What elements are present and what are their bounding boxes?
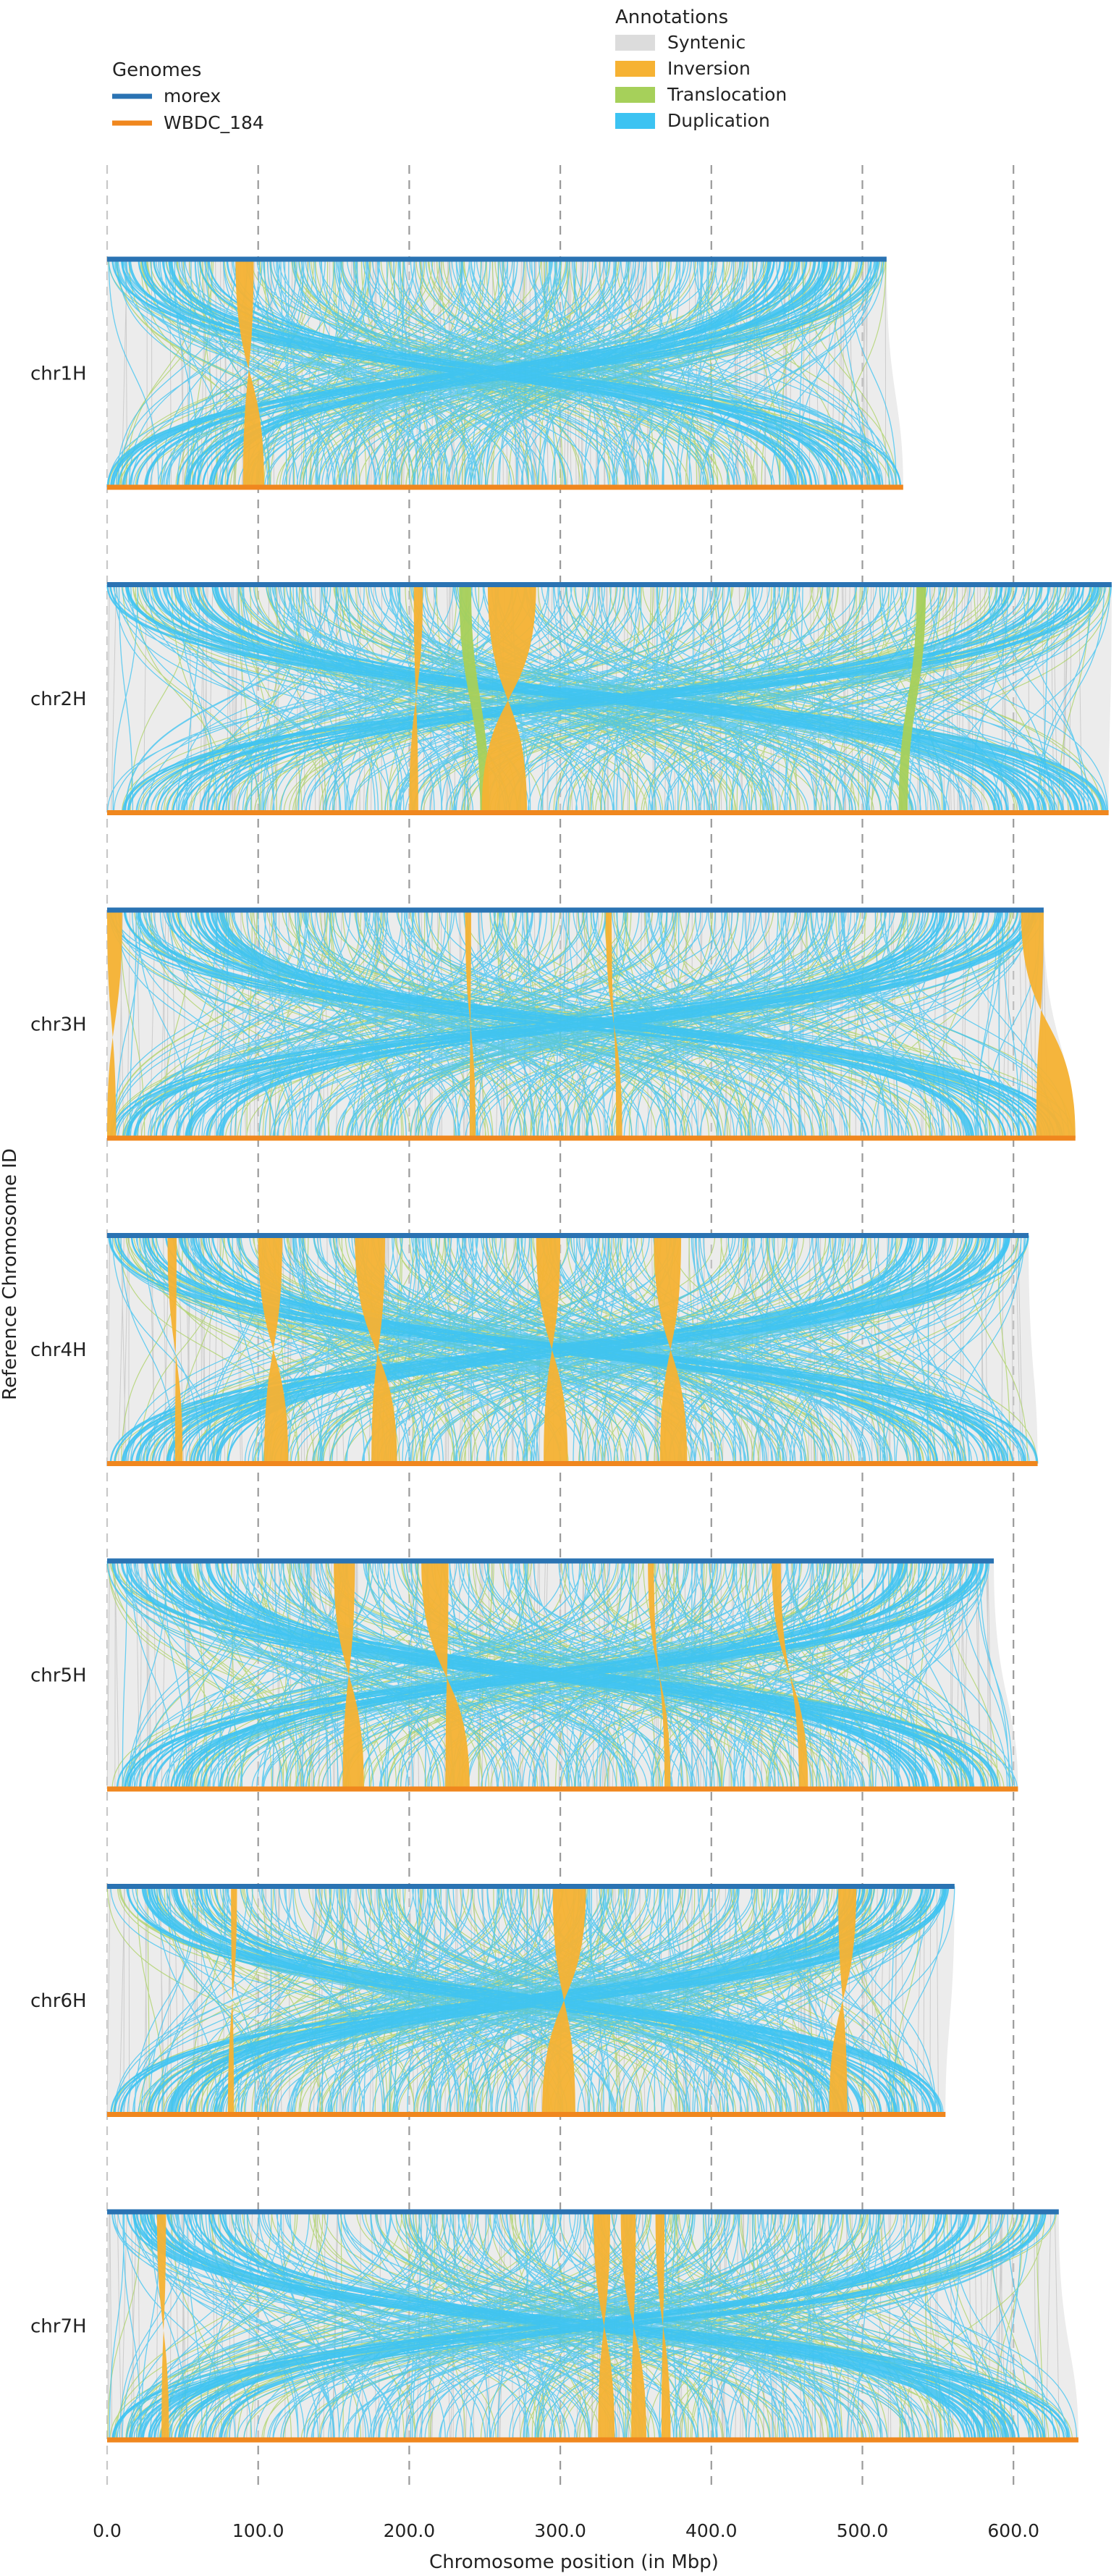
x-tick-label: 500.0: [837, 2520, 889, 2541]
chromosome-panel-chr7H: [107, 2211, 1078, 2441]
inversion-ribbon: [235, 259, 265, 487]
inversion-ribbon: [829, 1886, 857, 2115]
translocation-ribbon: [459, 584, 490, 813]
inversion-ribbon: [772, 1561, 808, 1789]
inversion-ribbon: [620, 2212, 647, 2440]
inversion-ribbon: [605, 910, 622, 1138]
chromosome-label: chr5H: [30, 1665, 87, 1687]
chromosome-panel-chr3H: [107, 909, 1076, 1139]
inversion-ribbon: [1021, 910, 1076, 1138]
chromosome-panel-chr1H: [106, 258, 903, 488]
inversion-ribbon: [536, 1235, 568, 1464]
annotations-legend: Annotations Syntenic Inversion Transloca…: [615, 7, 787, 131]
x-axis-label: Chromosome position (in Mbp): [429, 2551, 719, 2573]
x-tick-label: 100.0: [232, 2520, 284, 2541]
inversion-ribbon: [227, 1886, 237, 2115]
chromosome-tracks: chr1H chr2H chr3H chr4H chr5H chr6H chr7H: [30, 256, 1112, 2443]
duplication-alignments-long: [111, 1560, 1000, 1790]
chromosome-panel-chr5H: [106, 1560, 1018, 1790]
x-tick-label: 300.0: [534, 2520, 586, 2541]
chromosome-panel-chr2H: [106, 584, 1112, 813]
duplication-alignments: [106, 1560, 1018, 1790]
duplication-alignments-long: [106, 258, 902, 488]
inversion-ribbon: [156, 2212, 169, 2440]
legend-label-inversion: Inversion: [667, 58, 751, 79]
chromosome-panel-chr6H: [106, 1886, 955, 2115]
inversion-ribbon: [594, 2212, 615, 2440]
legend-label-wbdc184: WBDC_184: [164, 112, 264, 133]
legend-swatch-inversion: [615, 61, 655, 77]
inversion-ribbon: [409, 584, 423, 813]
x-tick-label: 400.0: [685, 2520, 738, 2541]
chromosome-label: chr2H: [30, 689, 87, 710]
y-axis-label: Reference Chromosome ID: [0, 1148, 21, 1400]
synteny-ribbons: [106, 258, 1112, 2441]
legend-label-syntenic: Syntenic: [667, 32, 746, 53]
inversion-ribbon: [258, 1235, 289, 1464]
legend-swatch-translocation: [615, 87, 655, 103]
translocation-ribbon: [898, 584, 926, 813]
legend-label-morex: morex: [164, 85, 221, 106]
inversion-ribbon: [334, 1561, 364, 1789]
duplication-alignments-long: [109, 1235, 1039, 1464]
chromosome-label: chr6H: [30, 1990, 87, 2012]
duplication-alignments-long: [110, 1886, 950, 2115]
inversion-ribbon: [421, 1561, 470, 1789]
x-axis-ticks: 0.0 100.0 200.0 300.0 400.0 500.0 600.0: [93, 2520, 1039, 2541]
chromosome-panel-chr4H: [106, 1235, 1039, 1464]
duplication-alignments-long: [106, 584, 1107, 813]
x-tick-label: 600.0: [987, 2520, 1039, 2541]
duplication-alignments-long: [109, 909, 1063, 1139]
inversion-ribbon: [654, 1235, 688, 1464]
legend-label-translocation: Translocation: [667, 84, 787, 105]
chromosome-label: chr1H: [30, 363, 87, 385]
inversion-ribbon: [481, 584, 536, 813]
duplication-alignments-long: [111, 2211, 1069, 2441]
legend-swatch-duplication: [615, 113, 655, 129]
inversion-ribbon: [655, 2212, 671, 2440]
genomes-legend: Genomes morex WBDC_184: [112, 59, 264, 133]
chromosome-label: chr4H: [30, 1339, 87, 1361]
annotations-legend-title: Annotations: [615, 7, 728, 28]
x-tick-label: 0.0: [93, 2520, 122, 2541]
inversion-ribbon: [465, 910, 476, 1138]
inversion-ribbon: [167, 1235, 183, 1464]
inversion-ribbon: [107, 910, 122, 1138]
x-tick-label: 200.0: [384, 2520, 436, 2541]
legend-label-duplication: Duplication: [667, 110, 770, 131]
inversion-ribbon: [355, 1235, 397, 1464]
inversion-ribbon: [542, 1886, 586, 2115]
chromosome-label: chr3H: [30, 1014, 87, 1036]
chromosome-label: chr7H: [30, 2316, 87, 2338]
genomes-legend-title: Genomes: [112, 59, 201, 81]
legend-swatch-syntenic: [615, 35, 655, 51]
inversion-ribbon: [648, 1561, 671, 1789]
